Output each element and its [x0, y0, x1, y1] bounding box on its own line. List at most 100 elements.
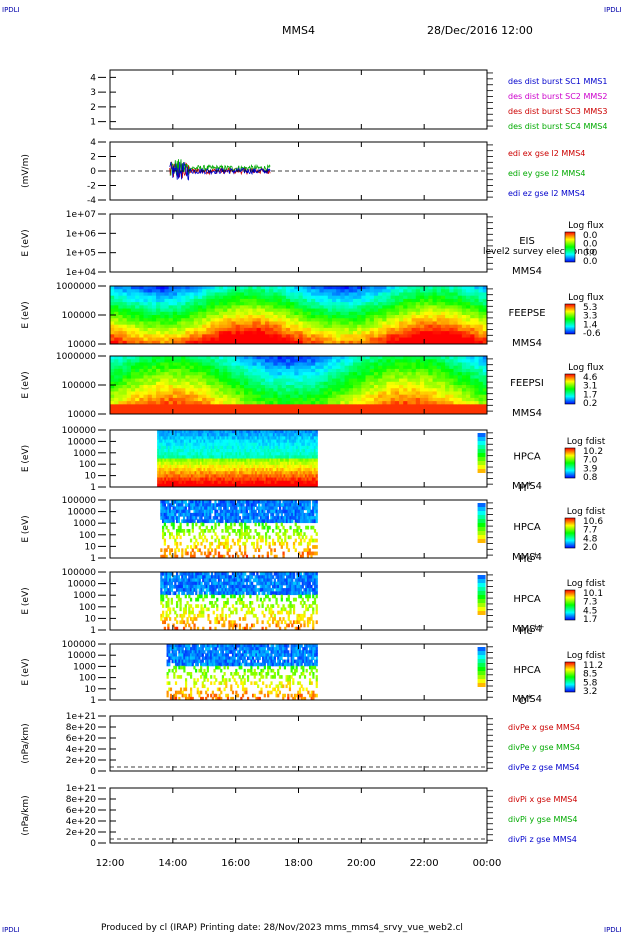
spectrogram-cell	[260, 286, 266, 290]
spectrogram-cell	[269, 388, 274, 392]
spectrogram-cell	[474, 315, 480, 319]
spectrogram-cell	[424, 362, 429, 367]
spectrogram-cell	[210, 394, 216, 399]
spectrogram-cell	[352, 407, 358, 412]
spectrogram-cell	[292, 436, 295, 440]
spectrogram-cell	[281, 397, 287, 402]
spectrogram-cell	[160, 391, 165, 396]
spectrogram-cell	[336, 334, 341, 339]
spectrogram-cell	[235, 452, 238, 456]
spectrogram-cell	[110, 311, 115, 316]
spectrogram-cell	[453, 372, 459, 376]
spectrogram-cell	[226, 480, 229, 485]
spectrogram-cell	[440, 362, 446, 367]
spectrogram-cell	[130, 378, 136, 383]
spectrogram-cell	[197, 292, 203, 297]
spectrogram-cell	[281, 430, 285, 434]
spectrogram-cell	[256, 394, 262, 399]
spectrogram-cell	[199, 433, 203, 437]
spectrogram-cell	[256, 356, 262, 360]
spectrogram-cell	[390, 302, 396, 306]
spectrogram-cell	[299, 474, 302, 478]
spectrogram-cell	[323, 359, 329, 363]
spectrogram-cell	[221, 464, 224, 469]
spectrogram-cell	[226, 430, 229, 434]
spectrogram-cell	[373, 401, 379, 405]
spectrogram-cell	[474, 340, 480, 345]
spectrogram-cell	[301, 468, 304, 472]
spectrogram-cell	[231, 436, 235, 440]
spectrogram-cell	[306, 327, 312, 332]
spectrogram-cell	[139, 324, 145, 329]
spectrogram-cell	[304, 455, 308, 459]
spectrogram-cell	[231, 286, 237, 290]
spectrogram-cell	[302, 378, 308, 383]
spectrogram-cell	[218, 315, 224, 319]
spectrogram-cell	[235, 286, 241, 290]
spectrogram-cell	[436, 295, 442, 300]
spectrogram-cell	[239, 302, 245, 306]
spectrogram-cell	[189, 471, 192, 475]
spectrogram-cell	[256, 286, 262, 290]
spectrogram-cell	[135, 327, 140, 332]
spectrogram-cell	[386, 385, 392, 389]
colorbar	[564, 373, 576, 405]
spectrogram-cell	[157, 449, 160, 453]
spectrogram-cell	[244, 340, 249, 345]
spectrogram-cell	[185, 298, 191, 303]
spectrogram-cell	[457, 375, 463, 380]
spectrogram-cell	[357, 359, 362, 363]
spectrogram-cell	[253, 445, 256, 450]
spectrogram-cell	[168, 302, 174, 306]
spectrogram-cell	[227, 359, 232, 363]
spectrogram-cell	[348, 311, 354, 316]
spectrogram-cell	[256, 468, 260, 472]
spectrogram-cell	[264, 305, 270, 310]
spectrogram-cell	[255, 483, 258, 488]
spectrogram-cell	[470, 359, 475, 363]
spectrogram-cell	[176, 458, 179, 463]
spectrogram-cell	[252, 404, 258, 409]
spectrogram-cell	[135, 394, 140, 399]
spectrogram-cell	[256, 477, 260, 482]
spectrogram-cell	[340, 385, 346, 389]
spectrogram-cell	[164, 483, 167, 488]
spectrogram-cell	[357, 302, 362, 306]
spectrogram-cell	[239, 480, 242, 485]
spectrogram-cell	[231, 474, 235, 478]
spectrogram-cell	[474, 359, 480, 363]
spectrogram-cell	[478, 311, 484, 316]
spectrogram-cell	[340, 321, 346, 326]
spectrogram-cell	[194, 445, 197, 450]
spectrogram-cell	[256, 458, 260, 463]
spectrogram-cell	[299, 458, 302, 463]
spectrogram-cell	[212, 430, 215, 434]
spectrogram-cell	[198, 464, 201, 469]
spectrogram-cell	[478, 321, 484, 326]
spectrogram-cell	[285, 315, 291, 319]
spectrogram-cell	[214, 302, 220, 306]
spectrogram-cell	[135, 356, 140, 360]
spectrogram-cell	[361, 295, 367, 300]
spectrogram-cell	[394, 292, 400, 297]
spectrogram-cell	[283, 464, 286, 469]
spectrogram-cell	[180, 452, 183, 456]
spectrogram-cell	[246, 439, 249, 444]
spectrogram-cell	[294, 308, 299, 313]
spectrogram-cell	[269, 442, 272, 447]
spectrogram-cell	[147, 359, 153, 363]
spectrogram-cell	[419, 315, 425, 319]
spectrogram-cell	[271, 449, 274, 453]
spectrogram-cell	[221, 439, 224, 444]
spectrogram-cell	[288, 461, 292, 466]
spectrogram-cell	[315, 410, 320, 415]
spectrogram-cell	[294, 483, 297, 488]
spectrogram-cell	[340, 394, 346, 399]
spectrogram-cell	[482, 321, 488, 326]
spectrogram-cell	[187, 483, 190, 488]
spectrogram-cell	[130, 356, 136, 360]
spectrogram-cell	[285, 430, 288, 434]
spectrogram-cell	[407, 404, 413, 409]
spectrogram-cell	[166, 436, 169, 440]
spectrogram-cell	[214, 365, 220, 370]
